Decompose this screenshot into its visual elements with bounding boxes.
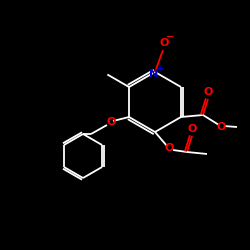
Text: −: −	[166, 32, 174, 42]
Text: O: O	[106, 117, 116, 127]
Text: O: O	[203, 87, 213, 97]
Text: +: +	[156, 64, 164, 74]
Text: O: O	[187, 124, 197, 134]
Text: N: N	[150, 69, 159, 79]
Text: O: O	[164, 143, 174, 153]
Text: O: O	[159, 38, 169, 48]
Text: O: O	[216, 122, 226, 132]
